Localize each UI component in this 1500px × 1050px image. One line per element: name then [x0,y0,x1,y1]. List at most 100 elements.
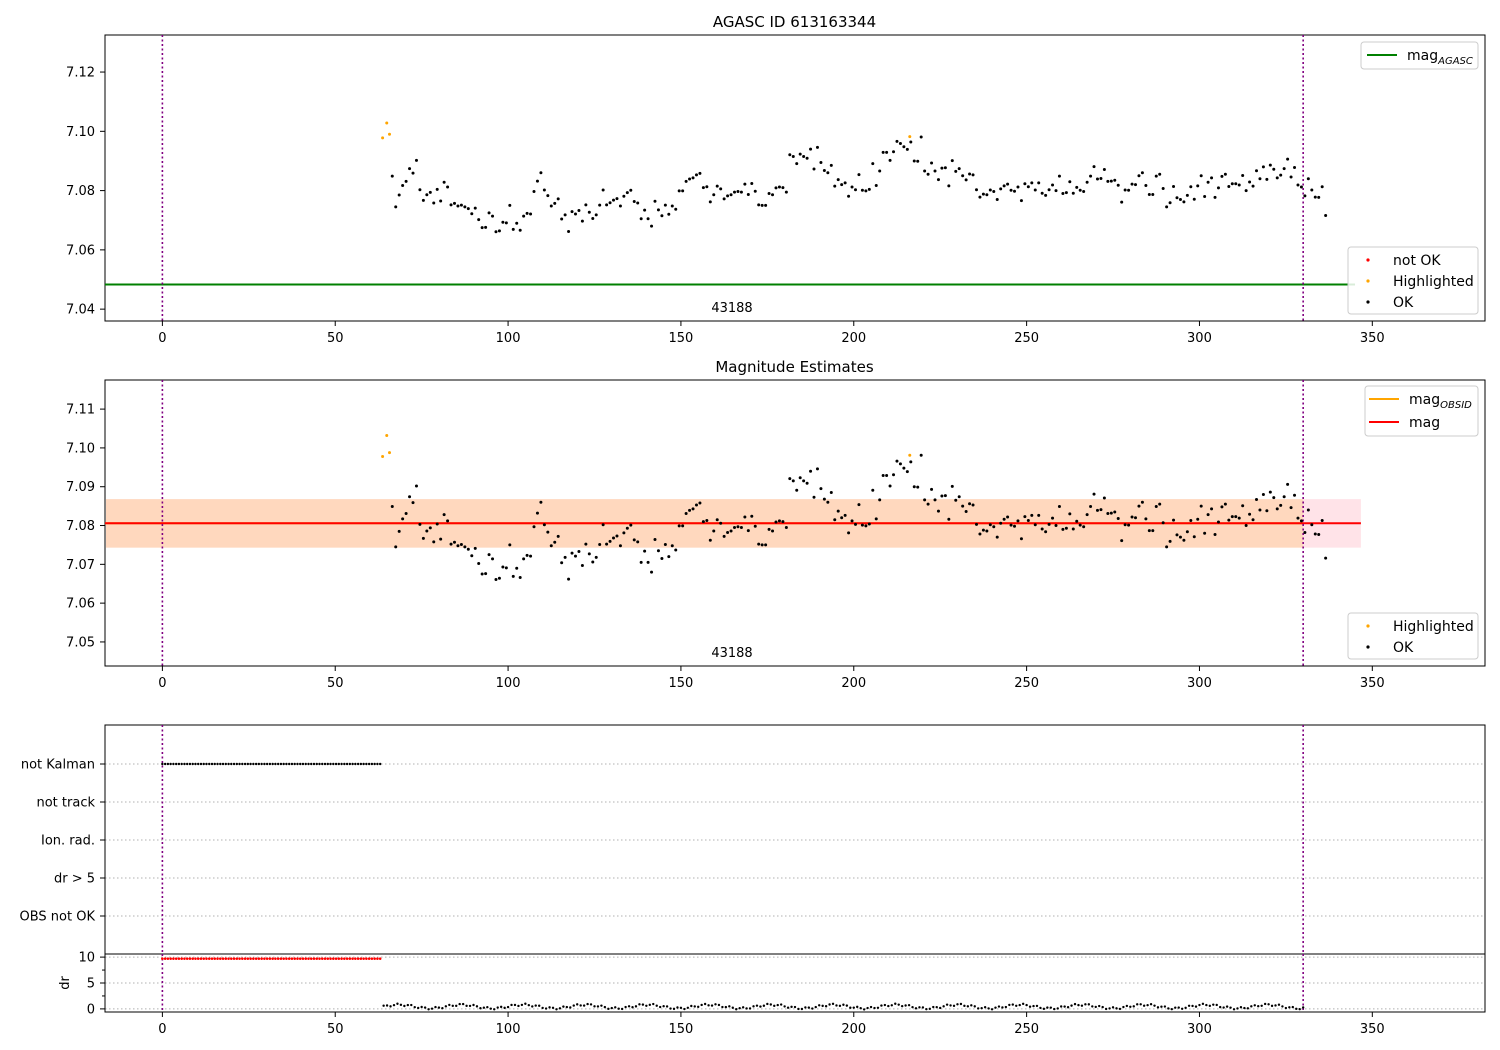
agasc-ok-point [646,217,650,221]
agasc-ok-point [961,174,965,178]
dr-ok-point [1267,1003,1270,1006]
mag-est-ok-point [757,542,761,546]
agasc-ok-point [584,203,588,207]
flag-point [345,762,349,766]
mag-est-ok-point [643,549,647,553]
mag-est-ok-point [871,488,875,492]
mag-est-ok-point [408,495,412,499]
mag-est-ok-point [681,524,685,528]
mag-est-ok-point [1206,513,1210,517]
dr-ok-point [786,1006,790,1009]
mag-est-ok-point [694,503,698,507]
dr-ok-point [537,1004,541,1007]
dr-ok-point [762,1004,766,1007]
dr-ok-point [966,1005,970,1008]
dr-ok-point [1239,1005,1243,1009]
mag-est-ok-point [390,505,394,509]
dr-ok-point [555,1008,558,1011]
dr-ok-point [496,1006,499,1009]
flag-point [323,762,327,766]
agasc-ok-point [750,181,754,185]
mag-est-ok-point [750,514,754,518]
mag-est-ok-point [425,529,429,533]
dr-ok-point [676,1006,679,1009]
mag-est-ok-point [1286,482,1290,486]
mag-est-ok-point [781,520,785,524]
agasc-legend-top-box [1360,41,1479,70]
agasc-ok-point [425,193,429,197]
dr-ok-point [572,1004,575,1007]
agasc-ok-point [978,195,982,199]
dr-ok-point [558,1007,562,1010]
flag-point [348,762,352,766]
agasc-ok-point [442,180,446,184]
dr-x-tick-label: 50 [327,1022,344,1037]
mag-est-ok-point [670,544,674,548]
mag-est-ok-point [936,509,940,513]
dr-clipped-point [257,957,261,960]
dr-clipped-point [307,957,310,960]
agasc-ok-point [601,188,605,192]
mag-est-ok-point [1213,532,1217,536]
mag-est-ok-point [878,498,882,502]
dr-ok-point [1011,1003,1014,1006]
mag-est-ok-point [556,534,560,538]
mag-est-ok-point [1102,496,1106,500]
agasc-ok-point [1161,187,1165,191]
dr-ok-point [1295,1007,1298,1011]
mag-est-ok-point [898,462,902,466]
mag-est-ok-point [1216,520,1220,524]
dr-ok-point [862,1008,866,1011]
mag-est-ok-point [1230,515,1234,519]
dr-ok-point [1253,1004,1256,1007]
agasc-ok-point [1082,189,1086,193]
dr-ok-point [824,1005,828,1008]
dr-ok-point [828,1003,831,1006]
agasc-ok-point [712,193,716,197]
agasc-ok-point [1213,195,1217,199]
mag-est-ok-point [494,577,498,581]
mag-est-ok-point [809,469,813,473]
dr-ok-point [624,1005,627,1009]
agasc-ok-point [1279,173,1283,177]
dr-ok-point [983,1006,987,1009]
agasc-ok-point [1068,180,1072,184]
flag-point [376,762,379,766]
dr-ok-point [420,1005,423,1009]
dr-ok-point [1246,1007,1250,1010]
mag-est-ok-point [860,523,864,527]
mag-est-y-tick-label: 7.10 [66,441,95,456]
dr-ok-point [468,1004,472,1008]
mag-est-y-tick-label: 7.09 [66,480,95,495]
flag-point [293,762,296,766]
dr-clipped-point [260,957,263,960]
flag-point [337,762,341,766]
mag-est-ok-point [1255,498,1258,502]
mag-est-ok-point [1019,537,1023,541]
agasc-ok-point [674,207,678,211]
mag-est-ok-point [1140,500,1144,504]
dr-ok-point [413,1005,416,1009]
dr-clipped-point [221,957,225,960]
flag-point [161,762,164,766]
dr-ok-point [804,1006,807,1009]
flag-point [268,762,272,766]
agasc-ok-point [1175,196,1179,200]
dr-ok-point [890,1004,893,1007]
mag-est-ok-point [456,544,460,548]
dr-ok-point [800,1007,804,1011]
dr-clipped-point [227,957,230,960]
dr-ok-point [437,1006,441,1009]
agasc-panel: AGASC ID 613163344 0 50 100 150 200 250 300 350… [66,13,1486,346]
dr-clipped-point [271,957,274,960]
flag-point [334,762,338,766]
dr-ok-point [921,1006,925,1009]
agasc-highlighted-point [385,121,389,125]
dr-ok-point [1170,1007,1174,1011]
dr-clipped-point [246,957,250,960]
mag-est-ok-point [1085,513,1089,517]
agasc-ok-point [556,197,560,201]
flag-point [166,762,170,766]
dr-ok-point [980,1006,983,1010]
agasc-ok-point [435,187,439,191]
